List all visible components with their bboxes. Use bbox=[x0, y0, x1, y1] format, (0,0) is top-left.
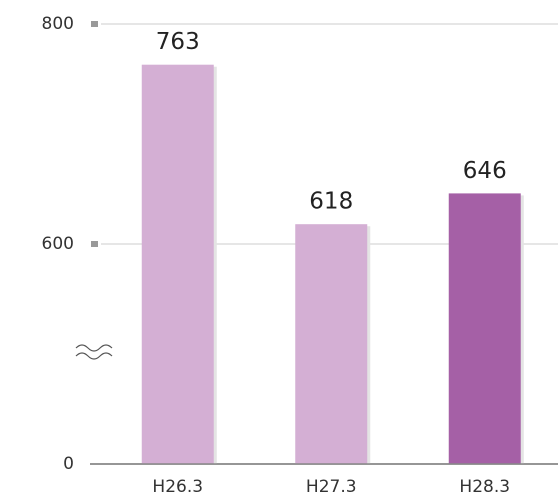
value-label: 646 bbox=[463, 158, 507, 184]
bar bbox=[141, 64, 214, 464]
tick-mark bbox=[91, 241, 98, 247]
y-tick-label: 800 bbox=[42, 14, 74, 34]
x-tick-label: H27.3 bbox=[306, 477, 357, 497]
bar bbox=[295, 224, 368, 464]
value-label: 618 bbox=[309, 189, 353, 215]
x-tick-label: H28.3 bbox=[459, 477, 510, 497]
bar bbox=[448, 193, 521, 464]
value-label: 763 bbox=[156, 29, 200, 55]
y-tick-label: 0 bbox=[63, 454, 74, 474]
tick-mark bbox=[91, 21, 98, 27]
axis-break-marker bbox=[75, 344, 113, 360]
y-tick-label: 600 bbox=[42, 234, 74, 254]
x-tick-label: H26.3 bbox=[152, 477, 203, 497]
